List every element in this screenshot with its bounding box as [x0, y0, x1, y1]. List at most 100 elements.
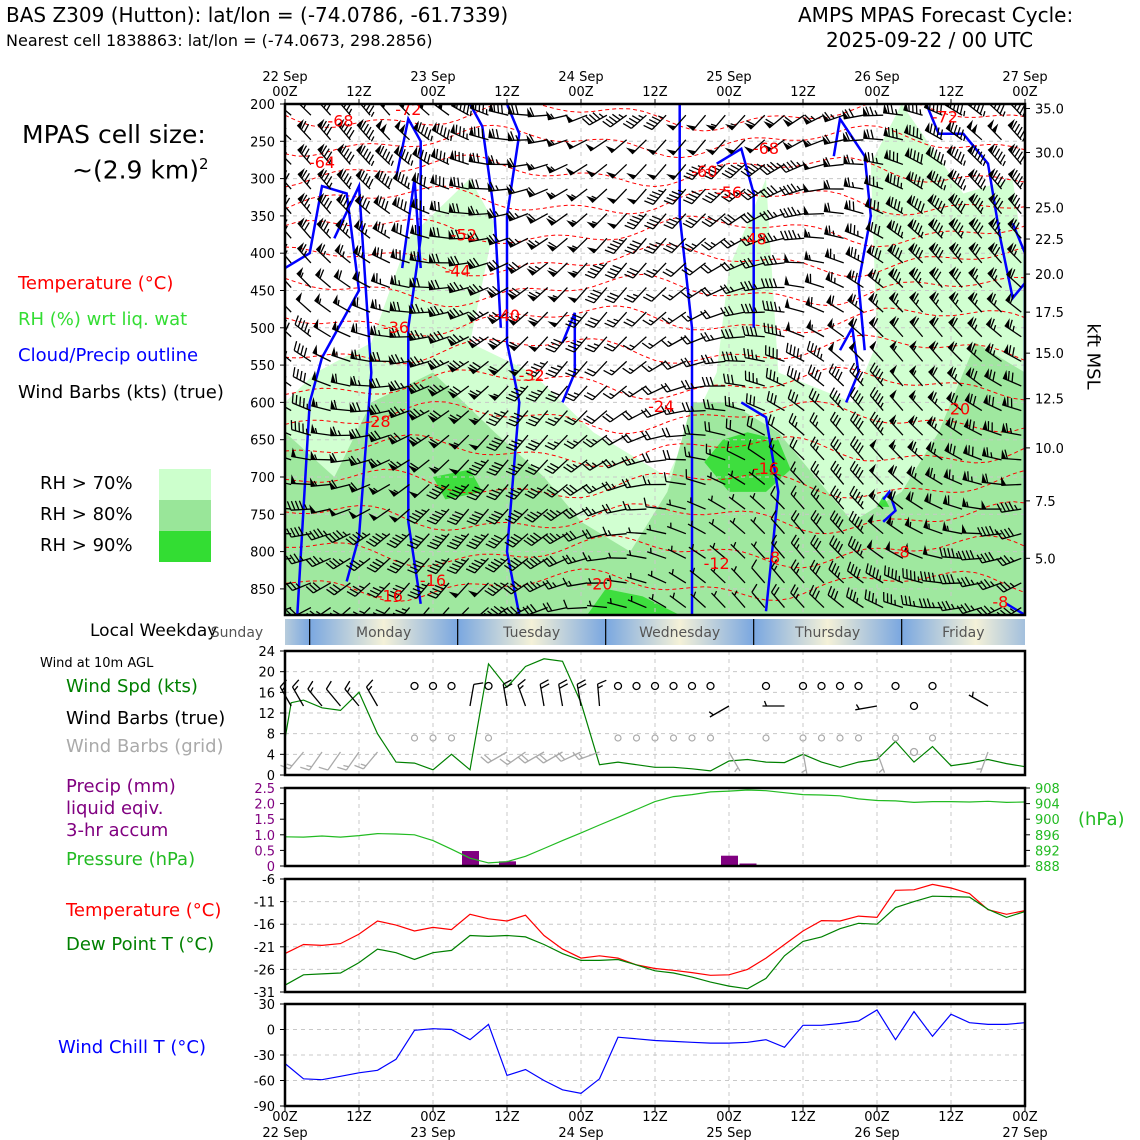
cs-barb-barb	[622, 344, 632, 351]
cs-barb	[641, 336, 667, 350]
cs-barb-barb	[423, 151, 428, 162]
cs-barb-staff	[668, 336, 687, 348]
cs-barb	[869, 411, 884, 436]
cs-barb-halfbarb	[537, 389, 543, 393]
cs-barb-staff	[369, 385, 390, 389]
cs-barb-staff	[692, 114, 707, 131]
legend-temperature: Temperature (°C)	[18, 273, 174, 294]
cs-barb-barb	[769, 461, 775, 471]
grid-barb-4-halfbarb	[360, 763, 367, 767]
cs-barb-halfbarb	[598, 263, 605, 267]
cs-barb-barb	[409, 591, 420, 596]
cs-barb-halfbarb	[337, 430, 341, 436]
cs-barb-barb	[454, 255, 460, 265]
cs-barb-barb	[305, 559, 313, 567]
cs-barb	[408, 483, 430, 499]
cs-barb-barb	[917, 200, 922, 211]
true-barb-13-halfbarb	[708, 711, 714, 716]
cs-barb-halfbarb	[572, 270, 578, 274]
cs-barb	[996, 527, 1022, 540]
cs-barb-barb	[786, 184, 794, 193]
calm-true-circle	[706, 681, 715, 691]
cs-barb-barb	[389, 407, 397, 416]
cs-barb-halfbarb	[500, 606, 506, 611]
cs-barb-staff	[889, 419, 904, 436]
cs-barb	[842, 131, 864, 142]
cs-barb-halfbarb	[933, 473, 936, 480]
cs-barb-barb	[809, 436, 816, 446]
cs-barb	[506, 286, 529, 301]
cs-barb-barb	[612, 264, 622, 270]
cs-barb-barb	[743, 348, 746, 358]
cs-barb-barb	[382, 148, 388, 158]
cs-barb	[887, 243, 904, 264]
cs-barb-halfbarb	[879, 575, 882, 581]
cs-barb-barb	[298, 500, 304, 510]
cs-barb-barb	[379, 145, 385, 155]
cs-barb-barb	[365, 104, 372, 111]
cs-barb-halfbarb	[364, 229, 368, 235]
cs-barb-barb	[392, 587, 402, 593]
cs-barb-barb	[301, 219, 308, 229]
cs-barb-barb	[810, 509, 817, 519]
cs-barb-barb	[814, 590, 820, 600]
cs-barb-barb	[769, 301, 774, 311]
cs-barb	[1006, 242, 1022, 264]
cs-barb-flag	[431, 121, 437, 133]
grid-barb-4-barb	[354, 764, 364, 770]
cs-barb	[328, 479, 351, 490]
cs-barb-barb	[488, 467, 499, 473]
cs-barb-barb	[528, 239, 537, 247]
cs-barb-barb	[854, 516, 860, 526]
cs-barb-barb	[508, 237, 516, 246]
cs-barb-flag	[666, 173, 677, 180]
cs-barb-barb	[831, 366, 837, 376]
cs-barb	[987, 266, 1003, 288]
cs-barb-barb	[932, 342, 939, 352]
cs-barb-flag	[824, 247, 830, 258]
wind-speed-label-4: 16	[258, 686, 275, 701]
cs-barb-barb	[931, 417, 936, 427]
cs-barb-halfbarb	[552, 582, 557, 588]
cs-barb-staff	[339, 104, 351, 116]
cs-barb	[946, 365, 963, 387]
true-barb-10	[558, 679, 569, 707]
cs-barb-barb	[992, 194, 999, 204]
cs-barb-flag	[526, 268, 536, 276]
cs-barb-flag	[388, 515, 399, 523]
cs-barb-flag	[349, 402, 356, 412]
cs-barb-flag	[356, 143, 364, 154]
cs-barb-barb	[297, 526, 304, 536]
cs-barb-staff	[507, 139, 528, 142]
cs-barb-barb	[548, 369, 558, 375]
cs-barb-halfbarb	[974, 299, 978, 306]
cs-barb-barb	[277, 393, 279, 402]
cs-barb	[868, 488, 884, 510]
cs-barb-barb	[546, 579, 553, 589]
cs-barb	[285, 376, 292, 387]
cs-barb-barb	[396, 223, 399, 233]
cs-barb-barb	[830, 272, 833, 282]
cs-barb-barb	[326, 104, 332, 112]
cs-barb-barb	[528, 213, 536, 221]
cs-barb-barb	[829, 535, 835, 545]
cs-barb-staff	[652, 188, 667, 205]
grid-barb-3-halfbarb	[343, 764, 349, 768]
cs-barb-barb	[682, 246, 691, 253]
cs-barb-barb	[918, 598, 923, 608]
cs-barb-barb	[343, 148, 350, 158]
true-barb-2-halfbarb	[309, 687, 314, 693]
cs-barb-barb	[623, 297, 634, 303]
cs-barb-staff	[441, 607, 450, 615]
cs-barb-barb	[1007, 527, 1015, 537]
cs-barb-staff	[928, 345, 943, 362]
cs-barb-flag	[884, 149, 889, 160]
cs-barb-barb	[303, 347, 308, 358]
cs-barb-barb	[326, 176, 333, 185]
cs-barb-staff	[629, 385, 647, 398]
cs-barb	[407, 434, 430, 447]
cs-barb-barb	[432, 587, 442, 593]
cs-barb-barb	[746, 416, 750, 426]
cs-barb-barb	[529, 603, 537, 613]
cs-barb-flag	[309, 477, 316, 487]
